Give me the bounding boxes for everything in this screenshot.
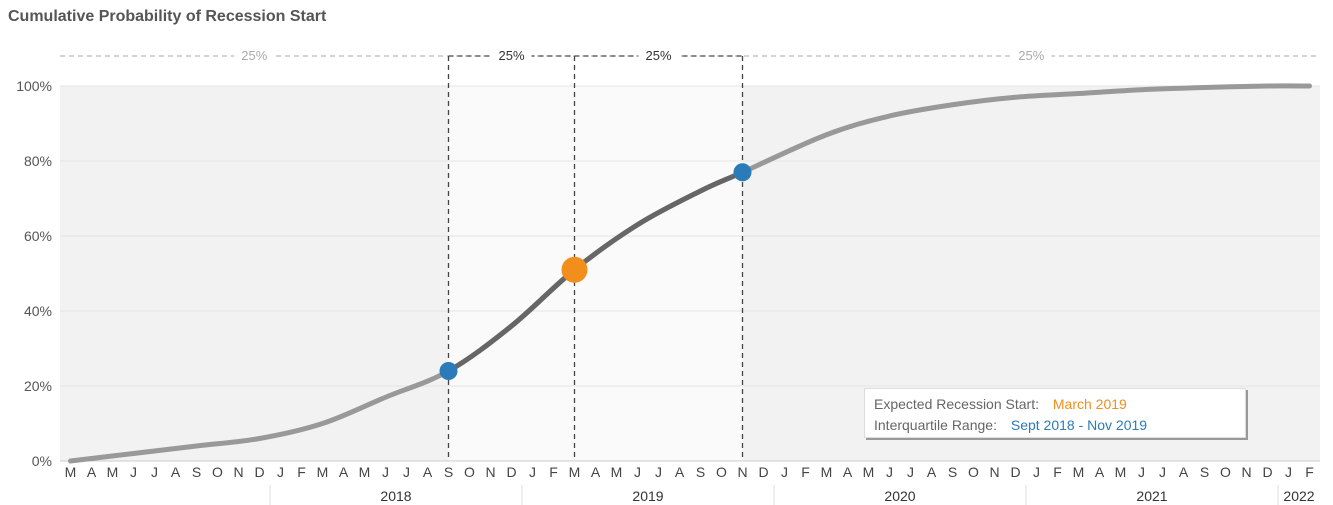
x-month-label: J — [151, 464, 158, 480]
band-2 — [448, 86, 575, 461]
x-month-label: J — [886, 464, 893, 480]
band-label-bg — [638, 48, 679, 63]
x-month-label: A — [423, 464, 433, 480]
x-month-label: J — [382, 464, 389, 480]
x-month-label: D — [1010, 464, 1020, 480]
x-month-label: O — [968, 464, 979, 480]
x-month-label: A — [339, 464, 349, 480]
x-month-label: M — [65, 464, 77, 480]
y-tick-label: 80% — [24, 153, 52, 169]
x-month-label: D — [254, 464, 264, 480]
data-point — [439, 362, 458, 380]
legend-iqr-value: Sept 2018 - Nov 2019 — [1010, 417, 1148, 433]
x-month-label: M — [1115, 464, 1127, 480]
x-month-label: D — [758, 464, 768, 480]
x-month-label: A — [1179, 464, 1189, 480]
band-label: 25% — [1018, 48, 1044, 63]
band-label: 25% — [498, 48, 524, 63]
x-year-label: 2022 — [1283, 488, 1314, 504]
x-month-label: S — [696, 464, 705, 480]
x-month-label: S — [948, 464, 957, 480]
x-month-label: A — [591, 464, 601, 480]
x-month-label: N — [233, 464, 243, 480]
y-tick-label: 20% — [24, 378, 52, 394]
band-1 — [60, 86, 449, 461]
x-month-label: J — [130, 464, 137, 480]
x-month-label: D — [506, 464, 516, 480]
x-month-label: J — [1159, 464, 1166, 480]
x-month-label: M — [863, 464, 875, 480]
x-month-label: A — [1095, 464, 1105, 480]
x-month-label: F — [297, 464, 306, 480]
x-month-label: N — [989, 464, 999, 480]
y-tick-label: 60% — [24, 228, 52, 244]
x-month-label: J — [655, 464, 662, 480]
legend-iqr-label: Interquartile Range: — [874, 417, 997, 433]
series-line-iqr — [448, 169, 743, 374]
x-month-label: F — [1305, 464, 1314, 480]
x-month-label: M — [821, 464, 833, 480]
x-month-label: N — [1241, 464, 1251, 480]
x-month-label: N — [485, 464, 495, 480]
x-month-label: O — [716, 464, 727, 480]
data-point — [733, 163, 752, 182]
band-label: 25% — [645, 48, 671, 63]
x-month-label: N — [737, 464, 747, 480]
x-month-label: S — [1200, 464, 1209, 480]
legend-iqr-row: Interquartile Range: Sept 2018 - Nov 201… — [874, 417, 1147, 433]
x-month-label: J — [1138, 464, 1145, 480]
x-year-label: 2021 — [1136, 488, 1167, 504]
x-month-label: F — [801, 464, 810, 480]
x-month-label: A — [927, 464, 937, 480]
x-year-label: 2018 — [380, 488, 411, 504]
x-year-label: 2020 — [884, 488, 915, 504]
x-month-label: A — [675, 464, 685, 480]
x-month-label: J — [907, 464, 914, 480]
x-month-label: D — [1262, 464, 1272, 480]
chart-title: Cumulative Probability of Recession Star… — [8, 8, 327, 25]
x-month-label: A — [843, 464, 853, 480]
x-month-label: J — [403, 464, 410, 480]
x-month-label: J — [1033, 464, 1040, 480]
x-month-label: M — [569, 464, 581, 480]
x-month-label: J — [634, 464, 641, 480]
data-point — [561, 256, 588, 283]
x-year-label: 2019 — [632, 488, 663, 504]
y-tick-label: 40% — [24, 303, 52, 319]
x-month-label: M — [359, 464, 371, 480]
x-month-label: J — [781, 464, 788, 480]
band-label-bg — [1011, 48, 1052, 63]
x-month-label: O — [464, 464, 475, 480]
x-month-label: O — [1220, 464, 1231, 480]
band-label: 25% — [241, 48, 267, 63]
band-3 — [574, 86, 743, 461]
band-label-bg — [234, 48, 275, 63]
x-month-label: M — [107, 464, 119, 480]
legend-expected-label: Expected Recession Start: — [874, 396, 1039, 412]
x-month-label: F — [1053, 464, 1062, 480]
y-tick-label: 100% — [16, 78, 52, 94]
x-month-label: J — [277, 464, 284, 480]
legend-box: Expected Recession Start: March 2019 Int… — [864, 388, 1246, 438]
x-month-label: S — [192, 464, 201, 480]
x-month-label: J — [529, 464, 536, 480]
legend-expected-row: Expected Recession Start: March 2019 — [874, 396, 1127, 412]
x-month-label: O — [212, 464, 223, 480]
x-month-label: M — [1073, 464, 1085, 480]
x-month-label: J — [1285, 464, 1292, 480]
x-month-label: M — [611, 464, 623, 480]
band-label-bg — [491, 48, 532, 63]
x-month-label: S — [444, 464, 453, 480]
x-month-label: M — [317, 464, 329, 480]
y-tick-label: 0% — [32, 453, 52, 469]
legend-expected-value: March 2019 — [1052, 396, 1127, 412]
x-month-label: F — [549, 464, 558, 480]
x-month-label: A — [87, 464, 97, 480]
x-month-label: A — [171, 464, 181, 480]
